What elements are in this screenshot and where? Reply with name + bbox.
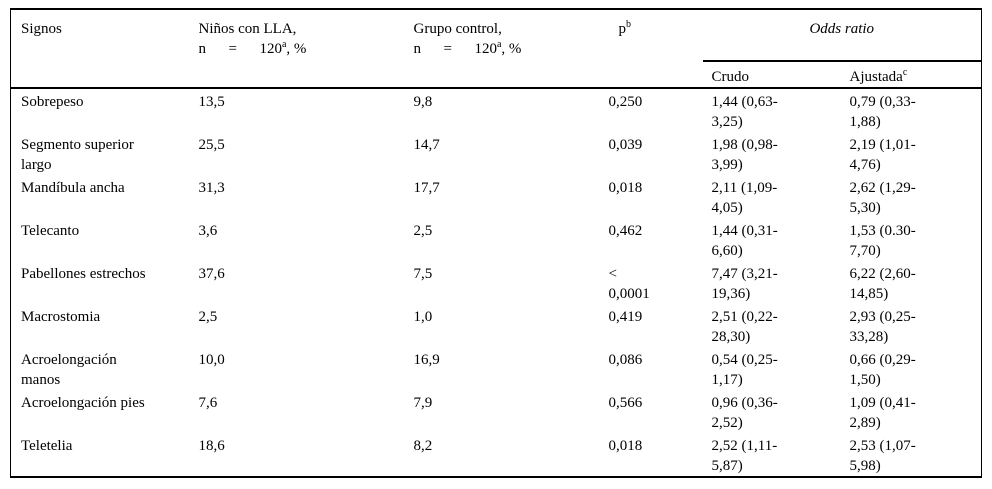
cell-or-crudo: 0,54 (0,25- 1,17): [711, 352, 778, 388]
column-header-grupo-control: Grupo control, n = 120a, %: [413, 9, 609, 89]
cell-signo: Sobrepeso: [21, 94, 84, 110]
cell-lla-pct: 3,6: [198, 223, 218, 239]
column-header-p-value: pb: [608, 9, 703, 89]
cell-or-ajustada: 6,22 (2,60- 14,85): [849, 266, 916, 302]
column-header-signos: Signos: [10, 9, 199, 89]
column-group-header-odds-ratio: Odds ratio: [702, 9, 982, 62]
cell-control-pct: 1,0: [413, 309, 433, 325]
cell-signo: Pabellones estrechos: [21, 266, 146, 282]
cell-lla-pct: 10,0: [198, 352, 225, 368]
cell-signo: Mandíbula ancha: [21, 180, 125, 196]
cell-p-value: 0,462: [608, 223, 643, 239]
cell-control-pct: 8,2: [413, 438, 433, 454]
cell-or-ajustada: 0,79 (0,33- 1,88): [849, 94, 916, 130]
footnote-marker-a: a: [281, 39, 287, 50]
cell-control-pct: 2,5: [413, 223, 433, 239]
cell-signo: Segmento superior largo: [21, 137, 134, 173]
cell-or-crudo: 7,47 (3,21- 19,36): [711, 266, 778, 302]
control-header-line2: n = 120: [413, 41, 497, 57]
lla-header-line2-end: , %: [286, 41, 307, 57]
table-row-mandibula-ancha: Mandíbula ancha 31,3 17,7 0,018 2,11 (1,…: [11, 175, 982, 218]
footnote-marker-b: b: [626, 19, 631, 30]
cell-p-value: 0,250: [608, 94, 643, 110]
table-row-segmento-superior-largo: Segmento superior largo 25,5 14,7 0,039 …: [11, 132, 982, 175]
cell-control-pct: 7,9: [413, 395, 433, 411]
footnote-marker-c: c: [902, 67, 908, 78]
signos-header-label: Signos: [21, 21, 62, 37]
cell-control-pct: 17,7: [413, 180, 440, 196]
cell-lla-pct: 7,6: [198, 395, 218, 411]
header-row-top: Signos Niños con LLA, n = 120a, % Grupo c…: [10, 9, 982, 89]
table-row-sobrepeso: Sobrepeso 13,5 9,8 0,250 1,44 (0,63- 3,2…: [11, 88, 982, 132]
control-header-line1: Grupo control,: [413, 21, 502, 37]
cell-signo: Macrostomia: [21, 309, 101, 325]
cell-or-crudo: 2,11 (1,09- 4,05): [711, 180, 778, 216]
cell-or-crudo: 1,98 (0,98- 3,99): [711, 137, 778, 173]
cell-lla-pct: 31,3: [198, 180, 225, 196]
lla-header-line1: Niños con LLA,: [198, 21, 297, 37]
cell-p-value: 0,018: [608, 438, 643, 454]
cell-or-ajustada: 1,53 (0.30- 7,70): [849, 223, 916, 259]
cell-signo: Acroelongación manos: [21, 352, 117, 388]
cell-control-pct: 9,8: [413, 94, 433, 110]
table-row-acroelongacion-pies: Acroelongación pies 7,6 7,9 0,566 0,96 (…: [11, 390, 982, 433]
cell-or-ajustada: 2,53 (1,07- 5,98): [849, 438, 916, 474]
footnote-marker-a: a: [496, 39, 502, 50]
cell-or-ajustada: 2,19 (1,01- 4,76): [849, 137, 916, 173]
table-row-pabellones-estrechos: Pabellones estrechos 37,6 7,5 < 0,0001 7…: [11, 261, 982, 304]
table-header: Signos Niños con LLA, n = 120a, % Grupo c…: [10, 9, 982, 89]
cell-control-pct: 14,7: [413, 137, 440, 153]
cell-signo: Teletelia: [21, 438, 73, 454]
cell-or-ajustada: 2,62 (1,29- 5,30): [849, 180, 916, 216]
odds-ratio-group-label: Odds ratio: [809, 21, 875, 37]
cell-p-value: 0,419: [608, 309, 643, 325]
cell-or-ajustada: 1,09 (0,41- 2,89): [849, 395, 916, 431]
cell-control-pct: 7,5: [413, 266, 433, 282]
cell-lla-pct: 13,5: [198, 94, 225, 110]
table-row-macrostomia: Macrostomia 2,5 1,0 0,419 2,51 (0,22- 28…: [11, 304, 982, 347]
cell-p-value: 0,086: [608, 352, 643, 368]
cell-p-value: 0,018: [608, 180, 643, 196]
column-header-ninos-lla: Niños con LLA, n = 120a, %: [198, 9, 414, 89]
cell-p-value: 0,566: [608, 395, 643, 411]
cell-signo: Acroelongación pies: [21, 395, 145, 411]
column-header-crudo: Crudo: [702, 61, 841, 89]
cell-or-crudo: 2,51 (0,22- 28,30): [711, 309, 778, 345]
cell-or-crudo: 1,44 (0,31- 6,60): [711, 223, 778, 259]
cell-or-ajustada: 0,66 (0,29- 1,50): [849, 352, 916, 388]
cell-control-pct: 16,9: [413, 352, 440, 368]
cell-p-value: < 0,0001: [608, 266, 650, 302]
cell-lla-pct: 37,6: [198, 266, 225, 282]
table-row-telecanto: Telecanto 3,6 2,5 0,462 1,44 (0,31- 6,60…: [11, 218, 982, 261]
cell-lla-pct: 18,6: [198, 438, 225, 454]
ajustada-header-label: Ajustada: [849, 69, 903, 85]
signos-odds-ratio-table: Signos Niños con LLA, n = 120a, % Grupo c…: [10, 8, 982, 478]
column-header-ajustada: Ajustadac: [840, 61, 982, 89]
lla-header-line2: n = 120: [198, 41, 282, 57]
table-body: Sobrepeso 13,5 9,8 0,250 1,44 (0,63- 3,2…: [11, 88, 982, 477]
cell-p-value: 0,039: [608, 137, 643, 153]
cell-lla-pct: 25,5: [198, 137, 225, 153]
cell-signo: Telecanto: [21, 223, 80, 239]
p-header-label: p: [618, 21, 627, 37]
cell-or-ajustada: 2,93 (0,25- 33,28): [849, 309, 916, 345]
table-row-acroelongacion-manos: Acroelongación manos 10,0 16,9 0,086 0,5…: [11, 347, 982, 390]
cell-or-crudo: 2,52 (1,11- 5,87): [711, 438, 778, 474]
table-row-teletelia: Teletelia 18,6 8,2 0,018 2,52 (1,11- 5,8…: [11, 433, 982, 477]
control-header-line2-end: , %: [501, 41, 522, 57]
cell-or-crudo: 1,44 (0,63- 3,25): [711, 94, 778, 130]
header-row-sub: Crudo Ajustadac: [11, 61, 982, 89]
crudo-header-label: Crudo: [711, 69, 750, 85]
cell-or-crudo: 0,96 (0,36- 2,52): [711, 395, 778, 431]
cell-lla-pct: 2,5: [198, 309, 218, 325]
